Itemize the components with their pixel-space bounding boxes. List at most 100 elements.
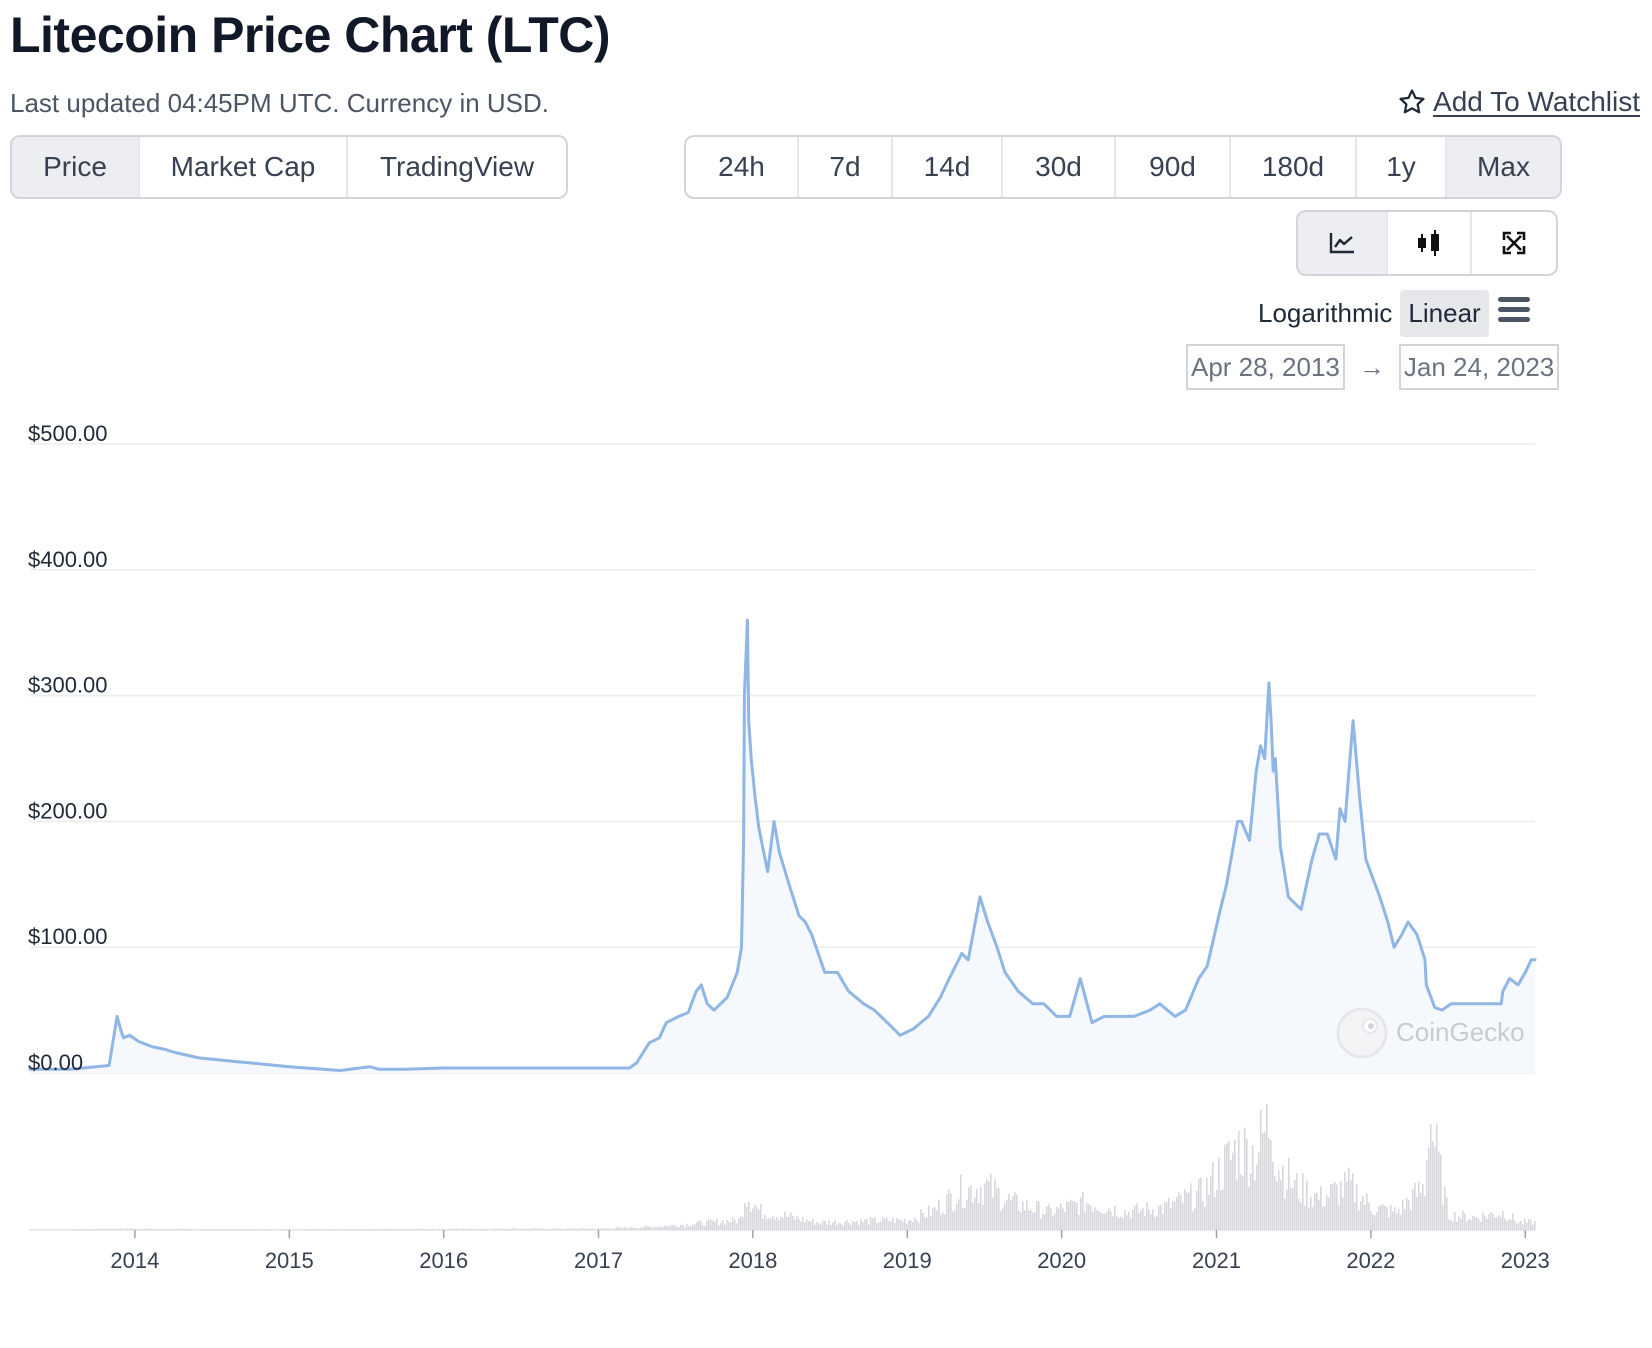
volume-bar bbox=[342, 1229, 344, 1230]
volume-bar bbox=[792, 1215, 794, 1230]
volume-bar bbox=[1194, 1208, 1196, 1230]
arrow-right-icon: → bbox=[1358, 351, 1385, 382]
volume-bar bbox=[1452, 1221, 1454, 1230]
range-90d-button[interactable]: 90d bbox=[1116, 137, 1231, 197]
volume-bar bbox=[582, 1228, 584, 1230]
volume-bar bbox=[178, 1228, 180, 1230]
volume-bar bbox=[1000, 1211, 1002, 1230]
linear-scale-option[interactable]: Linear bbox=[1400, 290, 1489, 337]
volume-bar bbox=[1524, 1219, 1526, 1230]
volume-bar bbox=[614, 1228, 616, 1230]
volume-bar bbox=[866, 1218, 868, 1230]
date-to-input[interactable]: Jan 24, 2023 bbox=[1398, 344, 1560, 390]
volume-bar bbox=[872, 1218, 874, 1230]
volume-bar bbox=[506, 1228, 508, 1230]
volume-bar bbox=[150, 1228, 152, 1230]
volume-bar bbox=[428, 1229, 430, 1230]
volume-bar bbox=[232, 1229, 234, 1230]
volume-bar bbox=[1028, 1210, 1030, 1230]
volume-bar bbox=[1484, 1215, 1486, 1230]
volume-bar bbox=[602, 1228, 604, 1230]
volume-bar bbox=[480, 1229, 482, 1230]
volume-bar bbox=[772, 1216, 774, 1230]
volume-bar bbox=[1186, 1192, 1188, 1230]
volume-bar bbox=[926, 1217, 928, 1230]
volume-bar bbox=[760, 1203, 762, 1230]
volume-bar bbox=[794, 1219, 796, 1230]
volume-bar bbox=[306, 1229, 308, 1230]
volume-bar bbox=[580, 1228, 582, 1230]
volume-bar bbox=[1038, 1201, 1040, 1230]
volume-bar bbox=[1442, 1204, 1444, 1230]
volume-bar bbox=[248, 1229, 250, 1230]
volume-bar bbox=[1068, 1202, 1070, 1230]
range-30d-button[interactable]: 30d bbox=[1003, 137, 1116, 197]
volume-bar bbox=[486, 1229, 488, 1230]
volume-bar bbox=[664, 1226, 666, 1230]
x-axis-ticks: 2014 2015 2016 2017 2018 2019 2020 2021 2022 2023 bbox=[110, 1230, 1550, 1273]
volume-bar bbox=[1126, 1215, 1128, 1230]
volume-bar bbox=[1356, 1184, 1358, 1230]
tab-market-cap[interactable]: Market Cap bbox=[140, 137, 348, 197]
range-180d-button[interactable]: 180d bbox=[1231, 137, 1357, 197]
volume-bar bbox=[1450, 1220, 1452, 1230]
volume-bar bbox=[1500, 1216, 1502, 1230]
date-from-input[interactable]: Apr 28, 2013 bbox=[1186, 344, 1345, 390]
range-7d-button[interactable]: 7d bbox=[799, 137, 893, 197]
volume-bar bbox=[284, 1229, 286, 1230]
candlestick-button[interactable] bbox=[1388, 212, 1472, 274]
volume-bar bbox=[1288, 1158, 1290, 1230]
range-max-button[interactable]: Max bbox=[1447, 137, 1560, 197]
volume-bar bbox=[786, 1216, 788, 1230]
tab-tradingview[interactable]: TradingView bbox=[379, 151, 535, 182]
volume-bar bbox=[196, 1229, 198, 1230]
volume-bar bbox=[174, 1229, 176, 1230]
volume-bar bbox=[1032, 1213, 1034, 1230]
volume-bar bbox=[862, 1221, 864, 1230]
volume-bar bbox=[764, 1214, 766, 1230]
add-to-watchlist-link[interactable]: Add To Watchlist bbox=[1397, 86, 1640, 118]
volume-bar bbox=[1314, 1193, 1316, 1230]
volume-bar bbox=[1214, 1197, 1216, 1230]
volume-bar bbox=[952, 1211, 954, 1230]
range-14d-button[interactable]: 14d bbox=[893, 137, 1003, 197]
volume-bar bbox=[612, 1228, 614, 1230]
logarithmic-scale-option[interactable]: Logarithmic bbox=[1258, 298, 1393, 328]
hamburger-menu-icon[interactable] bbox=[1496, 295, 1532, 325]
volume-bar bbox=[1434, 1146, 1436, 1230]
price-chart[interactable]: CoinGecko $500.00 $400.00 $300.00 $200.00 $1… bbox=[0, 400, 1652, 1300]
volume-bar bbox=[1312, 1207, 1314, 1230]
range-1y-button[interactable]: 1y bbox=[1357, 137, 1447, 197]
volume-bar bbox=[1412, 1189, 1414, 1230]
volume-bar bbox=[744, 1202, 746, 1230]
volume-bar bbox=[1394, 1207, 1396, 1230]
volume-bar bbox=[52, 1229, 54, 1230]
volume-bar bbox=[510, 1229, 512, 1230]
volume-bar bbox=[410, 1228, 412, 1230]
volume-bar bbox=[1272, 1161, 1274, 1230]
volume-bar bbox=[152, 1229, 154, 1230]
volume-bar bbox=[1406, 1198, 1408, 1230]
volume-bar bbox=[740, 1216, 742, 1230]
volume-bar bbox=[1006, 1199, 1008, 1230]
volume-bar bbox=[1258, 1151, 1260, 1230]
range-24h-button[interactable]: 24h bbox=[686, 137, 799, 197]
volume-bar bbox=[238, 1229, 240, 1230]
volume-bar bbox=[712, 1220, 714, 1230]
volume-bar bbox=[1034, 1212, 1036, 1230]
tab-price[interactable]: Price bbox=[12, 137, 140, 197]
volume-bar bbox=[274, 1229, 276, 1230]
volume-bar bbox=[474, 1229, 476, 1230]
volume-bar bbox=[330, 1229, 332, 1230]
volume-bar bbox=[594, 1229, 596, 1230]
volume-bar bbox=[158, 1229, 160, 1230]
line-chart-button[interactable] bbox=[1298, 212, 1388, 274]
volume-bar bbox=[222, 1229, 224, 1230]
volume-bar bbox=[624, 1226, 626, 1230]
volume-bar bbox=[250, 1229, 252, 1230]
fullscreen-button[interactable] bbox=[1472, 212, 1556, 274]
volume-bar bbox=[842, 1225, 844, 1230]
y-tick-label: $500.00 bbox=[28, 421, 108, 446]
volume-bar bbox=[1144, 1216, 1146, 1230]
volume-bar bbox=[40, 1229, 42, 1230]
